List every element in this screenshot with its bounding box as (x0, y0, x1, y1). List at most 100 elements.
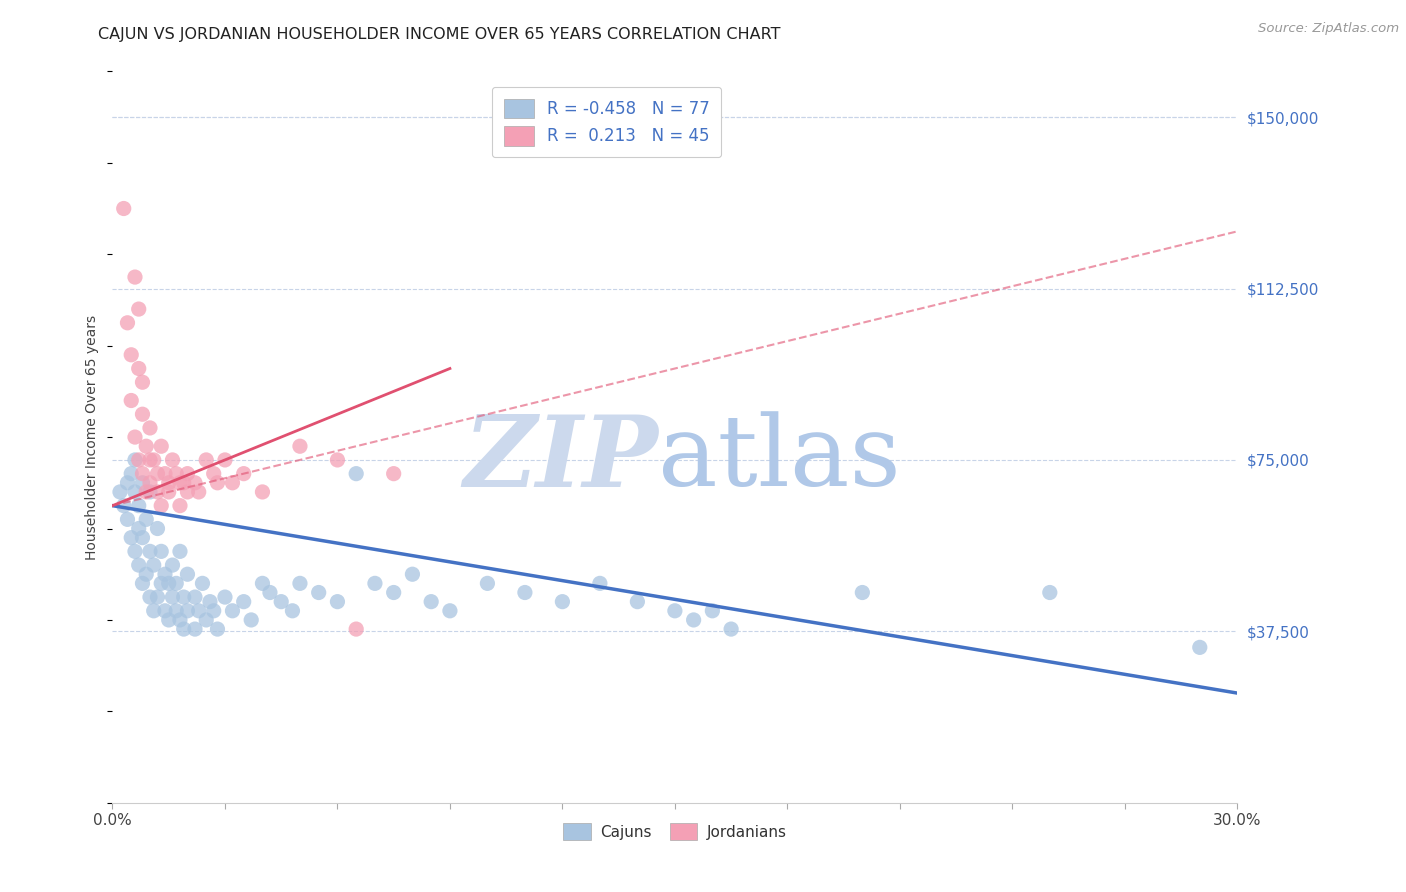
Point (142, 453, 165, 467)
Point (162, 453, 184, 467)
Point (146, 521, 169, 535)
Point (157, 576, 180, 591)
Point (202, 467, 225, 481)
Point (207, 622, 229, 636)
Point (142, 604, 165, 618)
Point (169, 613, 191, 627)
Point (165, 467, 187, 481)
Point (150, 439, 173, 453)
Point (157, 484, 180, 499)
Point (112, 202, 135, 216)
Point (221, 475, 243, 490)
Point (131, 407, 153, 421)
Point (153, 567, 176, 582)
Point (153, 604, 176, 618)
Point (120, 393, 142, 408)
Point (146, 467, 169, 481)
Point (1039, 585, 1062, 599)
Point (173, 590, 195, 604)
Point (176, 604, 198, 618)
Point (124, 430, 146, 444)
Point (128, 301, 150, 317)
Y-axis label: Householder Income Over 65 years: Householder Income Over 65 years (86, 315, 100, 559)
Point (124, 453, 146, 467)
Point (165, 576, 187, 591)
Point (169, 475, 191, 490)
Point (131, 475, 153, 490)
Point (382, 467, 405, 481)
Point (477, 576, 499, 591)
Point (207, 475, 229, 490)
Point (326, 453, 349, 467)
Point (131, 467, 153, 481)
Point (131, 576, 153, 591)
Point (135, 439, 157, 453)
Point (120, 531, 142, 545)
Point (344, 622, 367, 636)
Point (221, 604, 243, 618)
Point (439, 604, 461, 618)
Point (169, 499, 191, 513)
Point (117, 512, 139, 526)
Point (176, 567, 198, 582)
Point (173, 475, 195, 490)
Point (131, 375, 153, 389)
Legend: Cajuns, Jordanians: Cajuns, Jordanians (557, 816, 793, 847)
Point (259, 585, 281, 599)
Point (128, 521, 150, 535)
Point (162, 590, 184, 604)
Point (112, 499, 135, 513)
Point (187, 604, 209, 618)
Point (128, 361, 150, 376)
Point (240, 613, 263, 627)
Point (344, 467, 367, 481)
Point (128, 558, 150, 573)
Point (139, 453, 162, 467)
Point (135, 567, 157, 582)
Point (184, 590, 207, 604)
Point (382, 585, 405, 599)
Point (124, 544, 146, 558)
Point (326, 594, 349, 608)
Point (401, 567, 423, 582)
Point (135, 484, 157, 499)
Point (146, 590, 169, 604)
Point (513, 585, 536, 599)
Point (135, 512, 157, 526)
Point (117, 475, 139, 490)
Point (252, 484, 274, 499)
Point (184, 475, 207, 490)
Point (288, 439, 311, 453)
Point (198, 594, 221, 608)
Point (120, 467, 142, 481)
Point (165, 604, 187, 618)
Text: ZIP: ZIP (463, 411, 658, 508)
Point (308, 585, 330, 599)
Point (195, 453, 218, 467)
Point (124, 270, 146, 285)
Point (187, 484, 209, 499)
Point (117, 316, 139, 330)
Text: CAJUN VS JORDANIAN HOUSEHOLDER INCOME OVER 65 YEARS CORRELATION CHART: CAJUN VS JORDANIAN HOUSEHOLDER INCOME OV… (98, 27, 780, 42)
Point (173, 622, 195, 636)
Point (664, 604, 686, 618)
Point (146, 484, 169, 499)
Point (128, 499, 150, 513)
Point (191, 576, 214, 591)
Point (195, 613, 218, 627)
Point (150, 576, 173, 591)
Point (626, 594, 648, 608)
Point (176, 484, 198, 499)
Point (139, 421, 162, 435)
Point (702, 604, 724, 618)
Point (551, 594, 574, 608)
Point (139, 484, 162, 499)
Text: atlas: atlas (658, 411, 901, 507)
Text: Source: ZipAtlas.com: Source: ZipAtlas.com (1258, 22, 1399, 36)
Point (150, 499, 173, 513)
Point (128, 453, 150, 467)
Point (108, 484, 131, 499)
Point (169, 544, 191, 558)
Point (139, 544, 162, 558)
Point (270, 594, 292, 608)
